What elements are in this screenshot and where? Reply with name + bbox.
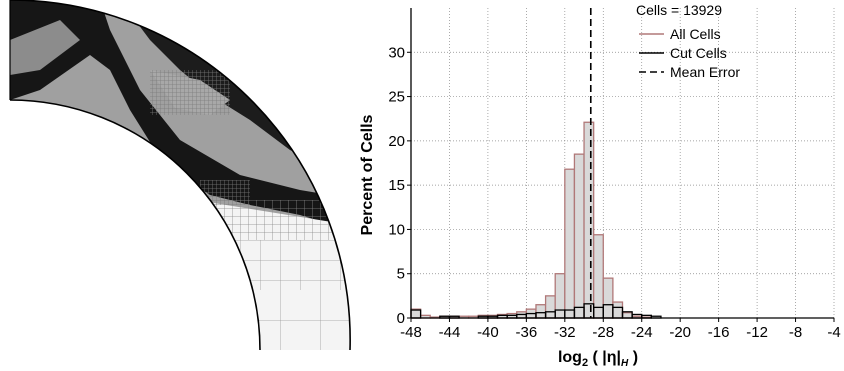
- x-tick-label: -8: [789, 324, 802, 341]
- y-tick-label: 20: [388, 133, 405, 150]
- all-cells-bar: [621, 312, 633, 319]
- all-cells-bar: [564, 168, 576, 319]
- all-cells-bar: [535, 304, 547, 319]
- x-tick-label: -44: [439, 324, 461, 341]
- all-cells-bar: [554, 273, 566, 319]
- y-tick-label: 0: [397, 310, 405, 327]
- y-axis-title: Percent of Cells: [359, 114, 376, 235]
- all-cells-bar: [583, 121, 595, 319]
- x-tick-label: -16: [708, 324, 730, 341]
- legend-cut-cells-label: Cut Cells: [670, 45, 727, 61]
- all-cells-bar: [573, 153, 585, 319]
- all-cells-bar: [602, 277, 614, 319]
- all-cells-bar: [612, 301, 624, 319]
- y-tick-labels: 0 5 10 15 20 25 30: [388, 44, 411, 327]
- cell-count-annotation: Cells = 13929: [636, 2, 722, 18]
- x-tick-label: -4: [827, 324, 840, 341]
- x-axis-title: log2 ( |η|H ): [558, 349, 638, 369]
- all-cells-bar: [544, 295, 556, 319]
- y-tick-label: 25: [388, 89, 405, 106]
- y-tick-label: 30: [388, 44, 405, 61]
- y-tick-label: 10: [388, 221, 405, 238]
- x-tick-label: -32: [554, 324, 576, 341]
- x-tick-label: -24: [631, 324, 653, 341]
- x-tick-labels: -48 -44 -40 -36 -32 -28 -24 -20 -16 -12 -8 -4: [400, 318, 841, 341]
- x-tick-label: -12: [746, 324, 768, 341]
- axes: [410, 8, 834, 319]
- all-cells-bar: [593, 234, 604, 319]
- legend-mean-error-label: Mean Error: [670, 64, 740, 80]
- x-tick-label: -28: [592, 324, 614, 341]
- legend-all-cells-label: All Cells: [670, 26, 721, 42]
- legend: All Cells Cut Cells Mean Error: [639, 26, 740, 80]
- mesh-illustration: [9, 0, 351, 351]
- x-tick-label: -48: [400, 324, 422, 341]
- all-cells-bars: [410, 121, 652, 319]
- y-tick-label: 15: [388, 177, 405, 194]
- y-tick-label: 5: [397, 266, 405, 283]
- x-tick-label: -36: [516, 324, 538, 341]
- x-tick-label: -40: [477, 324, 499, 341]
- x-tick-label: -20: [669, 324, 691, 341]
- grid: [410, 8, 835, 319]
